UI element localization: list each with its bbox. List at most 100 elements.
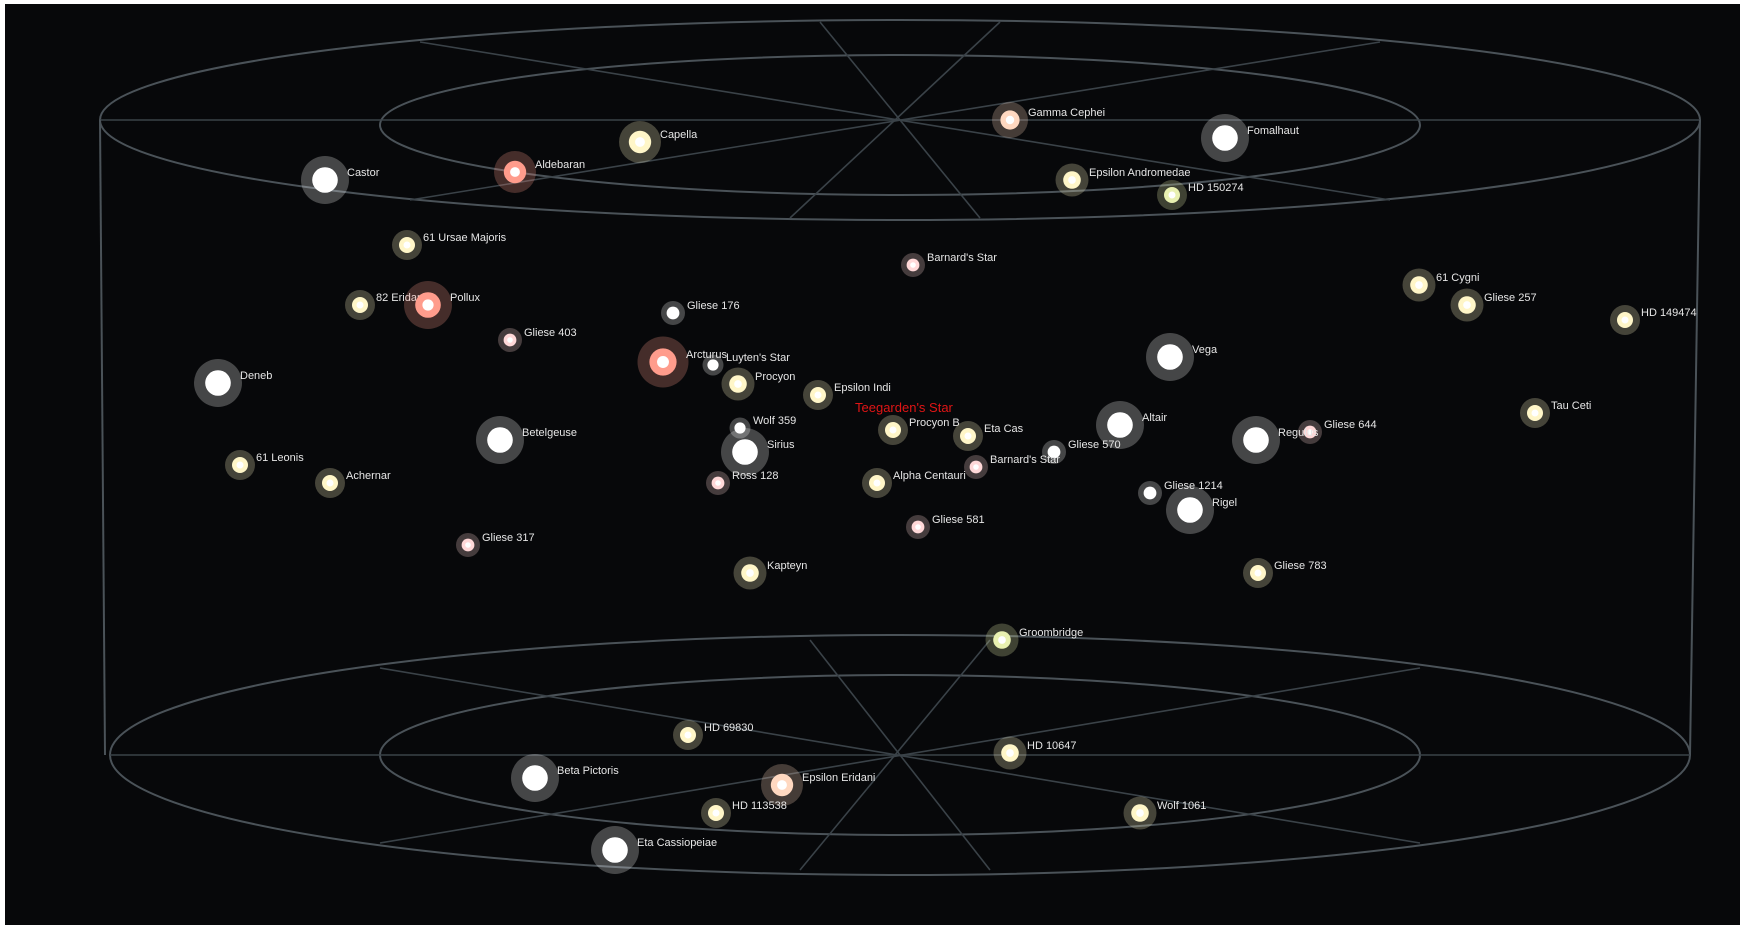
star-core — [609, 844, 621, 856]
star[interactable]: Procyon — [721, 367, 796, 401]
star[interactable]: Pollux — [404, 281, 480, 329]
star[interactable]: Sirius — [721, 428, 795, 476]
star[interactable]: Aldebaran — [494, 151, 585, 193]
stars-layer: Castor Aldebaran Capella Gamma Cephei Fomalh… — [194, 102, 1697, 874]
highlight-star-label: Teegarden's Star — [855, 400, 954, 415]
star[interactable]: HD 10647 — [993, 736, 1077, 770]
star-core — [1250, 434, 1262, 446]
star-label: HD 150274 — [1188, 182, 1244, 194]
star-label: Vega — [1192, 344, 1218, 356]
star[interactable]: Regulus — [1232, 416, 1319, 464]
star[interactable]: Rigel — [1166, 486, 1237, 534]
star[interactable]: Epsilon Eridani — [761, 764, 875, 806]
star[interactable]: Wolf 359 — [729, 415, 797, 439]
star[interactable]: 61 Cygni — [1402, 268, 1480, 302]
star[interactable]: Epsilon Indi — [803, 380, 891, 410]
star-core — [1463, 301, 1471, 309]
star[interactable]: Kapteyn — [733, 556, 808, 590]
cylinder-right-wall — [1689, 119, 1701, 756]
star[interactable]: Gliese 403 — [498, 327, 577, 352]
star-label: Eta Cas — [984, 423, 1024, 435]
star-label: Procyon — [755, 371, 795, 383]
star[interactable]: Gliese 176 — [661, 300, 740, 325]
star-core — [326, 479, 334, 487]
star[interactable]: Barnard's Star — [964, 454, 1060, 479]
star[interactable]: Betelgeuse — [476, 416, 577, 464]
star[interactable]: Gliese 257 — [1450, 288, 1537, 322]
star[interactable]: Capella — [619, 121, 698, 163]
star-core — [710, 362, 716, 368]
star-core — [1164, 351, 1176, 363]
star[interactable]: Arcturus — [637, 336, 728, 388]
star-label: Luyten's Star — [726, 352, 790, 364]
star-core — [319, 174, 331, 186]
star-core — [635, 137, 645, 147]
star-core — [1114, 419, 1126, 431]
star[interactable]: Eta Cas — [953, 421, 1024, 451]
cylinder-wireframe — [99, 19, 1701, 876]
star-label: Gliese 317 — [482, 532, 535, 544]
star-label: Gliese 570 — [1068, 439, 1121, 451]
star[interactable]: Wolf 1061 — [1123, 796, 1207, 830]
star-core — [1307, 429, 1313, 435]
star-core — [403, 241, 411, 249]
star[interactable]: Tau Ceti — [1520, 398, 1591, 428]
star-core — [973, 464, 979, 470]
star-label: Alpha Centauri — [893, 470, 966, 482]
star[interactable]: Gliese 783 — [1243, 558, 1327, 588]
star-label: 61 Ursae Majoris — [423, 232, 507, 244]
star-core — [1005, 115, 1015, 125]
star[interactable]: HD 149474 — [1610, 305, 1697, 335]
star[interactable]: Procyon B — [878, 415, 960, 445]
star[interactable]: HD 113538 — [701, 798, 787, 828]
star-core — [746, 569, 754, 577]
star[interactable]: Barnard's Star — [901, 252, 997, 277]
star[interactable]: Gliese 581 — [906, 514, 985, 539]
star-map-frame: Castor Aldebaran Capella Gamma Cephei Fomalh… — [5, 4, 1740, 925]
star[interactable]: Gliese 1214 — [1138, 480, 1223, 505]
star-label: HD 69830 — [704, 722, 754, 734]
star-core — [964, 432, 972, 440]
star[interactable]: Fomalhaut — [1201, 114, 1299, 162]
star-core — [684, 731, 692, 739]
star[interactable]: Gliese 644 — [1298, 419, 1377, 444]
star-core — [712, 809, 720, 817]
star[interactable]: Eta Cassiopeiae — [591, 826, 717, 874]
star[interactable]: Castor — [301, 156, 380, 204]
star[interactable]: HD 69830 — [673, 720, 754, 750]
star[interactable]: Groombridge — [985, 623, 1084, 657]
star[interactable]: Ross 128 — [706, 470, 778, 495]
star-core — [734, 380, 742, 388]
star-label: Sirius — [767, 439, 795, 451]
star-core — [236, 461, 244, 469]
star-core — [889, 426, 897, 434]
star[interactable]: Luyten's Star — [702, 352, 791, 376]
star-label: Fomalhaut — [1247, 125, 1299, 137]
star[interactable]: 61 Ursae Majoris — [392, 230, 507, 260]
star[interactable]: 61 Leonis — [225, 450, 304, 480]
star-label: Castor — [347, 167, 380, 179]
star[interactable]: Altair — [1096, 401, 1167, 449]
star[interactable]: Beta Pictoris — [511, 754, 619, 802]
star-core — [910, 262, 916, 268]
star[interactable]: HD 150274 — [1157, 180, 1244, 210]
star[interactable]: Epsilon Andromedae — [1055, 163, 1191, 197]
star-label: Aldebaran — [535, 159, 585, 171]
star[interactable]: Achernar — [315, 468, 391, 498]
star-label: Betelgeuse — [522, 427, 577, 439]
star[interactable]: Alpha Centauri — [862, 468, 966, 498]
star-label: Gliese 257 — [1484, 292, 1537, 304]
star[interactable]: Gliese 317 — [456, 532, 535, 557]
star[interactable]: Gliese 570 — [1042, 439, 1121, 464]
star-label: Barnard's Star — [927, 252, 997, 264]
bottom-disc — [109, 634, 1691, 876]
star[interactable]: Deneb — [194, 359, 272, 407]
star[interactable]: Gamma Cephei — [992, 102, 1105, 138]
star[interactable]: Vega — [1146, 333, 1218, 381]
star-label: Regulus — [1278, 427, 1319, 439]
star-label: Gliese 176 — [687, 300, 740, 312]
star-label: Altair — [1142, 412, 1167, 424]
star-core — [1531, 409, 1539, 417]
star[interactable]: 82 Eridani — [345, 290, 426, 320]
star-label: Epsilon Indi — [834, 382, 891, 394]
